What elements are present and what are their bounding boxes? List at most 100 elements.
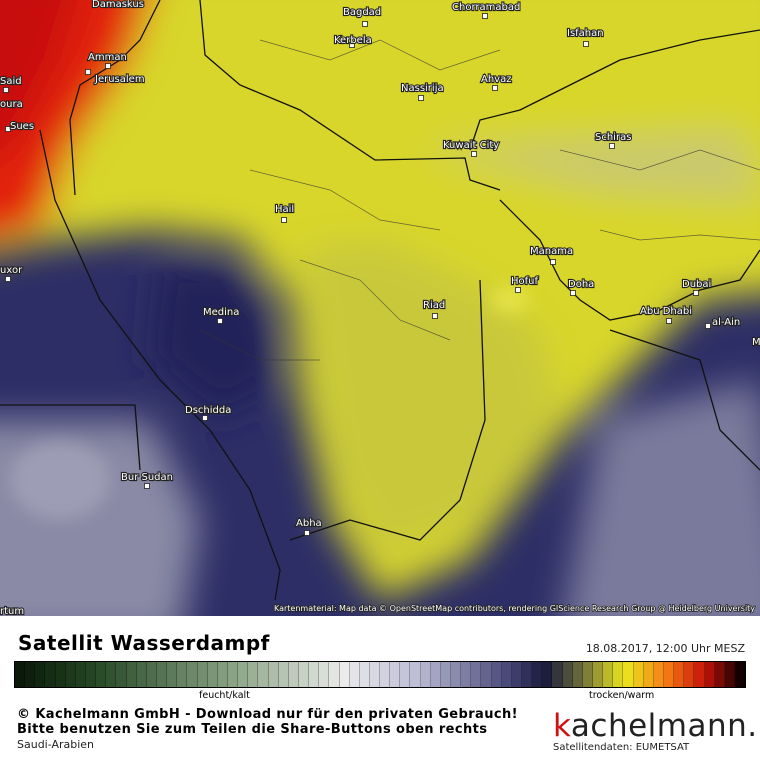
city-marker [105,63,111,69]
region: Saudi-Arabien [17,738,95,751]
color-scale [14,661,746,688]
city-marker [418,95,424,101]
city-marker [85,69,91,75]
color-swatch [704,662,715,687]
color-swatch [136,662,147,687]
city-label: Kuwait City [443,140,499,151]
color-swatch [674,662,685,687]
city-label: Nassirija [401,83,444,94]
city-marker [144,483,150,489]
color-swatch [734,662,746,687]
color-swatch [369,662,381,687]
color-swatch [106,662,117,687]
color-swatch [227,662,239,687]
city-label: Manama [530,246,573,257]
city-label: Bagdad [343,7,381,18]
city-label: Hofuf [511,276,538,287]
city-marker [550,259,556,265]
city-marker [281,217,287,223]
city-label: Amman [88,52,127,63]
city-marker [705,323,711,329]
color-swatch [694,662,705,687]
color-swatch [664,662,675,687]
color-swatch [319,662,330,687]
city-marker [515,287,521,293]
brand-logo: kachelmann. [553,708,758,744]
color-swatch [45,662,56,687]
color-swatch [146,662,157,687]
copyright: © Kachelmann GmbH - Download nur für den… [17,707,518,722]
color-swatch [532,662,543,687]
city-label: Hail [275,204,294,215]
color-swatch [603,662,614,687]
color-swatch [329,662,340,687]
city-marker [202,415,208,421]
color-swatch [643,662,654,687]
color-swatch [278,662,289,687]
color-swatch [217,662,228,687]
color-swatch [156,662,168,687]
city-label: Kerbela [334,35,372,46]
color-swatch [177,662,188,687]
city-marker [693,290,699,296]
city-marker [362,21,368,27]
color-swatch [258,662,269,687]
color-swatch [491,662,502,687]
timestamp: 18.08.2017, 12:00 Uhr MESZ [585,642,745,655]
color-swatch [187,662,198,687]
city-label: Medina [203,307,239,318]
color-swatch [85,662,97,687]
color-swatch [471,662,482,687]
scale-right-label: trocken/warm [589,690,655,701]
color-swatch [430,662,441,687]
color-swatch [714,662,725,687]
color-swatch [511,662,523,687]
color-swatch [684,662,695,687]
color-swatch [582,662,594,687]
color-swatch [613,662,624,687]
color-swatch [238,662,249,687]
city-label: oura [0,99,23,110]
city-marker [349,42,355,48]
city-label: Isfahan [567,28,604,39]
color-swatch [65,662,76,687]
color-swatch [298,662,310,687]
city-label: Doha [568,279,594,290]
borders [0,0,760,601]
city-label: Schiras [595,132,631,143]
color-swatch [75,662,86,687]
city-label: Damaskus [92,0,144,10]
city-label: rtum [0,606,24,616]
city-marker [570,290,576,296]
color-swatch [501,662,512,687]
color-swatch [309,662,320,687]
city-label: uxor [0,265,23,276]
city-label: Sues [10,121,34,132]
color-swatch [116,662,127,687]
city-marker [471,151,477,157]
satellite-map: Damaskus Bagdad Chorramabad Isfahan Kerbela A… [0,0,760,616]
data-source: Satellitendaten: EUMETSAT [553,742,690,753]
color-swatch [268,662,279,687]
city-label: Dubai [682,279,711,290]
color-swatch [339,662,350,687]
city-label: M [752,337,760,348]
city-marker [5,276,11,282]
color-swatch [653,662,664,687]
city-label: Jerusalem [94,74,145,85]
color-swatch [55,662,66,687]
city-label: Abu Dhabi [640,306,692,317]
scale-left-label: feucht/kalt [199,690,250,701]
city-marker [217,318,223,324]
color-swatch [207,662,218,687]
city-marker [5,126,11,132]
color-swatch [96,662,107,687]
city-label: Chorramabad [452,2,520,13]
color-swatch [420,662,431,687]
color-swatch [390,662,401,687]
color-swatch [288,662,299,687]
color-swatch [35,662,46,687]
city-marker [3,87,9,93]
city-marker [432,313,438,319]
